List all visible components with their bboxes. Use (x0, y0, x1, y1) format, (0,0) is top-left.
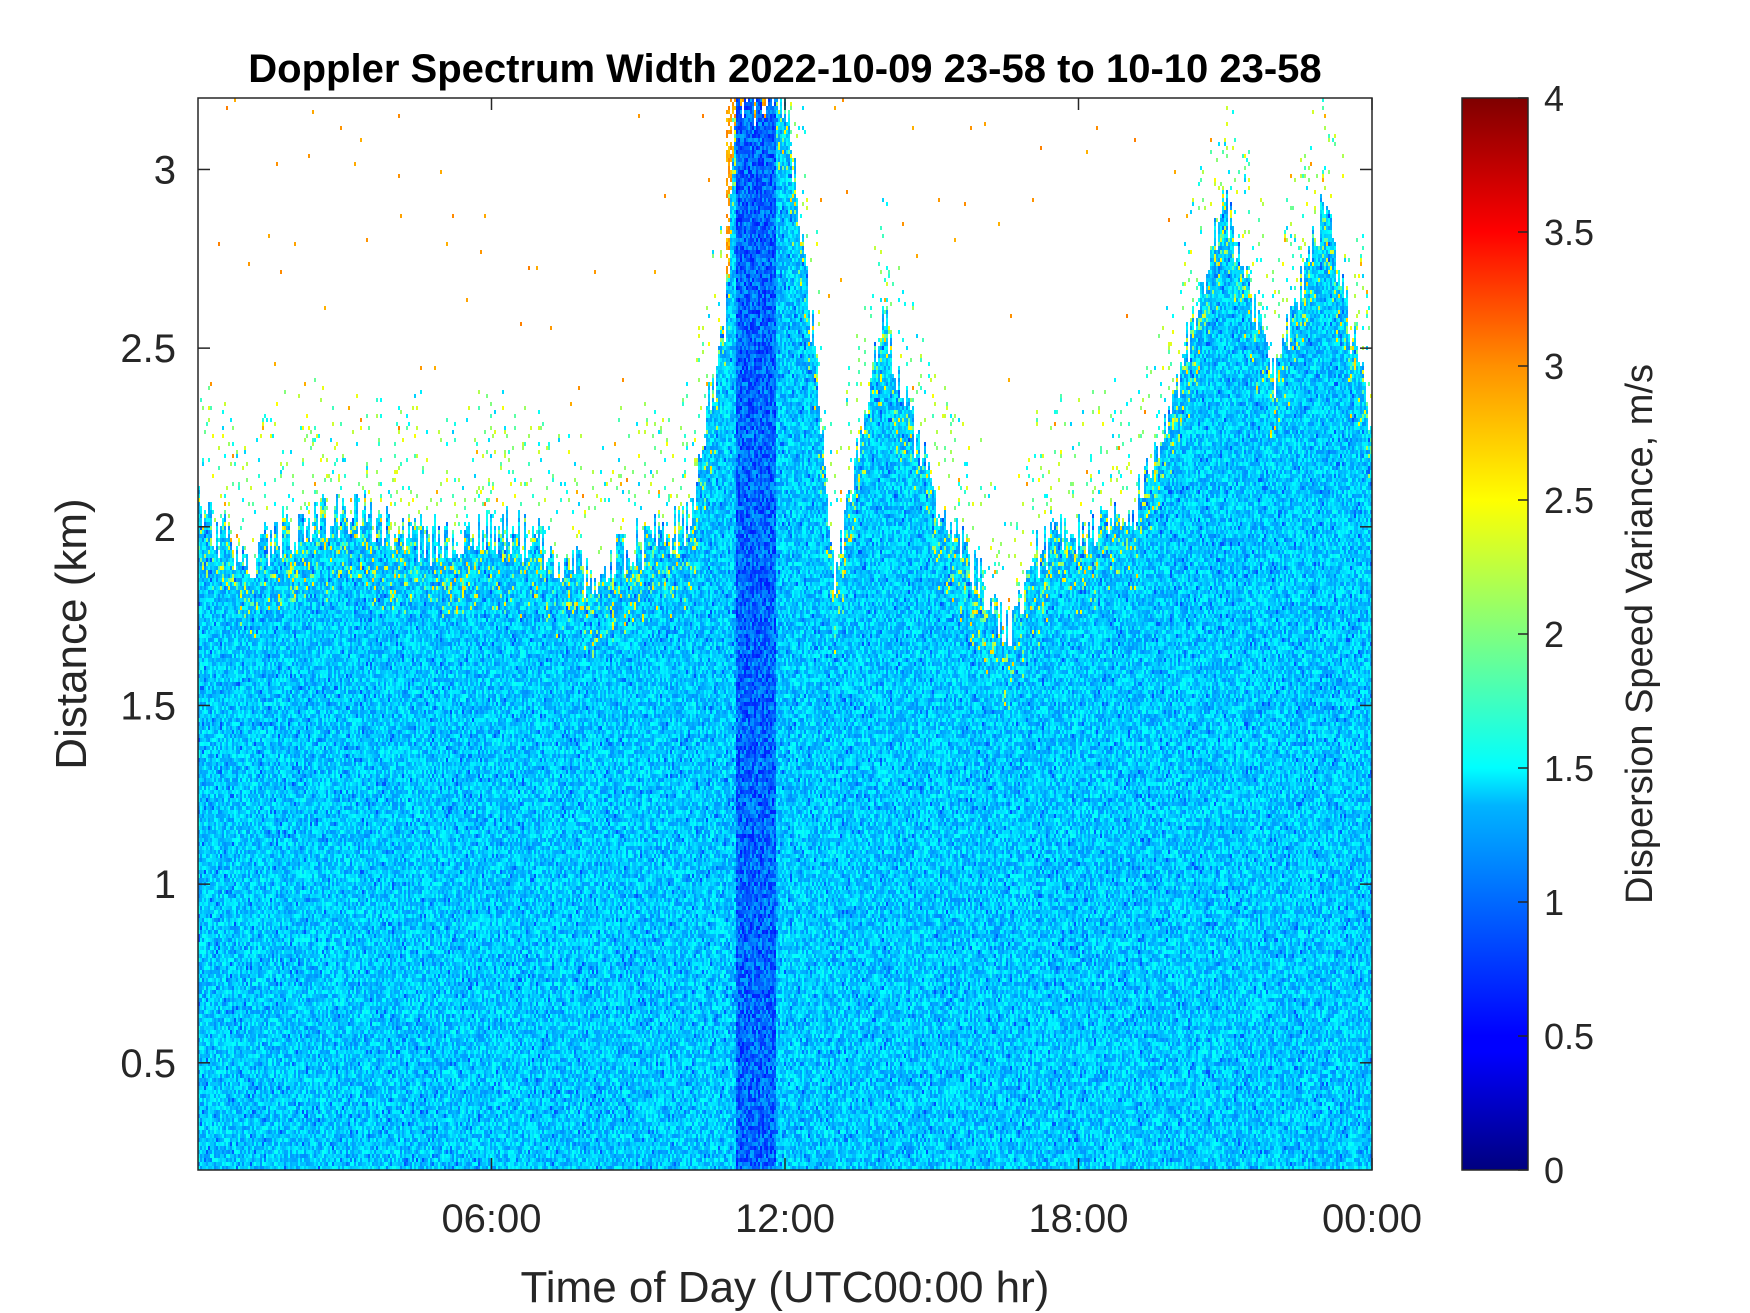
y-tick-label: 2.5 (120, 327, 176, 371)
x-tick-label: 06:00 (441, 1197, 541, 1241)
colorbar-tick-label: 2 (1544, 614, 1564, 655)
x-axis-label: Time of Day (UTC00:00 hr) (521, 1263, 1050, 1312)
colorbar-ticks: 0 0.5 1 1.5 2 2.5 3 3.5 4 (1518, 78, 1594, 1191)
y-axis-label: Distance (km) (47, 498, 96, 769)
heatmap-image (198, 98, 1372, 1170)
y-tick-label: 2 (154, 506, 176, 550)
colorbar-tick-label: 3.5 (1544, 212, 1594, 253)
x-axis: 06:00 12:00 18:00 00:00 (441, 98, 1422, 1241)
y-axis: 0.5 1 1.5 2 2.5 3 (120, 148, 1372, 1086)
colorbar-label: Dispersion Speed Variance, m/s (1619, 364, 1661, 904)
colorbar-tick-label: 0 (1544, 1150, 1564, 1191)
x-tick-label: 00:00 (1322, 1197, 1422, 1241)
colorbar-tick-label: 2.5 (1544, 480, 1594, 521)
y-tick-label: 0.5 (120, 1042, 176, 1086)
colorbar-tick-label: 1.5 (1544, 748, 1594, 789)
colorbar-tick-label: 3 (1544, 346, 1564, 387)
colorbar-tick-label: 0.5 (1544, 1016, 1594, 1057)
colorbar-tick-label: 4 (1544, 78, 1564, 119)
heatmap-area (198, 98, 1372, 1170)
colorbar-tick-label: 1 (1544, 882, 1564, 923)
y-tick-label: 1.5 (120, 684, 176, 728)
x-tick-label: 18:00 (1028, 1197, 1128, 1241)
y-tick-label: 3 (154, 148, 176, 192)
x-tick-label: 12:00 (735, 1197, 835, 1241)
y-tick-label: 1 (154, 863, 176, 907)
colorbar (1461, 97, 1529, 1171)
chart-title: Doppler Spectrum Width 2022-10-09 23-58 … (248, 47, 1321, 91)
